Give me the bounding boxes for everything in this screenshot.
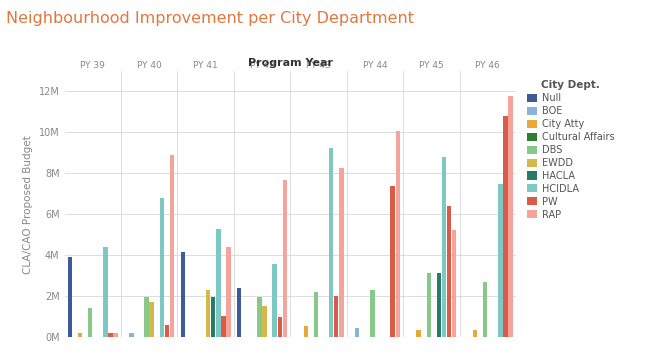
Bar	[150, 302, 154, 337]
Bar	[437, 273, 441, 337]
Bar	[329, 148, 333, 337]
Bar	[114, 333, 118, 337]
Bar	[313, 292, 318, 337]
Bar	[108, 333, 113, 337]
Bar	[390, 186, 395, 337]
Text: PY 46: PY 46	[475, 61, 500, 70]
Bar	[498, 184, 502, 337]
Bar	[144, 297, 149, 337]
Bar	[277, 317, 282, 337]
Bar	[283, 180, 287, 337]
Bar	[447, 206, 451, 337]
Bar	[304, 326, 308, 337]
Bar	[483, 282, 488, 337]
Bar	[68, 257, 72, 337]
Bar	[129, 333, 134, 337]
Legend: Null, BOE, City Atty, Cultural Affairs, DBS, EWDD, HACLA, HCIDLA, PW, RAP: Null, BOE, City Atty, Cultural Affairs, …	[526, 78, 617, 222]
Text: PY 39: PY 39	[80, 61, 105, 70]
Text: PY 43: PY 43	[306, 61, 331, 70]
Bar	[503, 116, 508, 337]
Bar	[237, 288, 241, 337]
Bar	[508, 95, 513, 337]
Title: Program Year: Program Year	[248, 58, 333, 67]
Bar	[339, 168, 344, 337]
Bar	[78, 333, 83, 337]
Bar	[170, 155, 174, 337]
Bar	[216, 229, 221, 337]
Bar	[164, 325, 169, 337]
Bar	[355, 328, 359, 337]
Text: PY 42: PY 42	[250, 61, 274, 70]
Bar	[370, 290, 375, 337]
Bar	[334, 296, 339, 337]
Text: PY 45: PY 45	[419, 61, 444, 70]
Text: Neighbourhood Improvement per City Department: Neighbourhood Improvement per City Depar…	[6, 11, 415, 26]
Bar	[442, 157, 446, 337]
Bar	[263, 306, 267, 337]
Bar	[211, 297, 215, 337]
Bar	[226, 247, 231, 337]
Bar	[426, 273, 431, 337]
Bar	[181, 252, 185, 337]
Bar	[452, 230, 457, 337]
Bar	[395, 131, 400, 337]
Text: PY 41: PY 41	[194, 61, 218, 70]
Bar	[473, 330, 477, 337]
Bar	[159, 198, 164, 337]
Bar	[417, 330, 421, 337]
Bar	[88, 307, 92, 337]
Bar	[221, 316, 226, 337]
Y-axis label: CLA/CAO Proposed Budget: CLA/CAO Proposed Budget	[23, 135, 33, 273]
Text: PY 40: PY 40	[137, 61, 161, 70]
Bar	[206, 290, 210, 337]
Text: PY 44: PY 44	[362, 61, 387, 70]
Bar	[103, 247, 108, 337]
Bar	[272, 263, 277, 337]
Bar	[257, 297, 262, 337]
